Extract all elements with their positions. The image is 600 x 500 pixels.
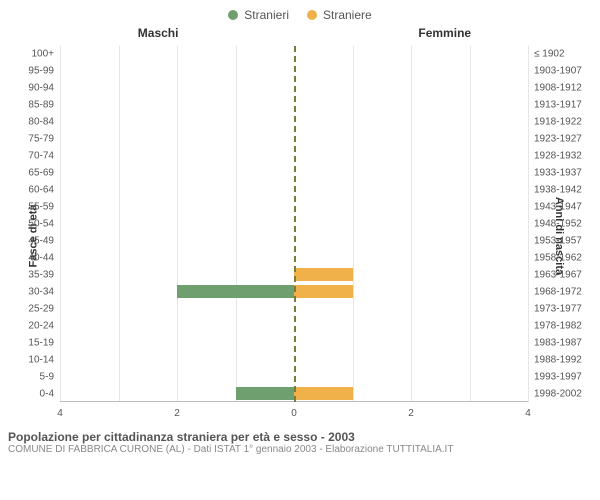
age-label: 5-9 <box>40 371 54 382</box>
age-label: 85-89 <box>28 100 54 111</box>
age-label: 15-19 <box>28 337 54 348</box>
age-label: 55-59 <box>28 202 54 213</box>
birth-year-label: 1923-1927 <box>534 134 582 145</box>
age-label: 0-4 <box>40 388 54 399</box>
gridline <box>528 46 529 402</box>
birth-year-label: 1938-1942 <box>534 185 582 196</box>
age-label: 100+ <box>31 49 54 60</box>
birth-year-label: 1978-1982 <box>534 320 582 331</box>
bar-male <box>236 387 295 400</box>
x-tick-label: 0 <box>291 408 297 419</box>
legend-label-male: Stranieri <box>244 8 289 22</box>
age-label: 65-69 <box>28 168 54 179</box>
legend: Stranieri Straniere <box>0 0 600 26</box>
bar-female <box>294 285 353 298</box>
birth-year-label: 1998-2002 <box>534 388 582 399</box>
legend-item-male: Stranieri <box>228 4 289 26</box>
plot: Fasce di età Anni di nascita 100+≤ 19029… <box>0 46 600 426</box>
section-title-male: Maschi <box>138 26 179 40</box>
birth-year-label: 1963-1967 <box>534 269 582 280</box>
birth-year-label: 1958-1962 <box>534 252 582 263</box>
age-label: 20-24 <box>28 320 54 331</box>
chart-caption: Popolazione per cittadinanza straniera p… <box>0 426 600 455</box>
center-divider-line <box>294 46 296 402</box>
bar-female <box>294 268 353 281</box>
birth-year-label: 1983-1987 <box>534 337 582 348</box>
x-tick-label: 4 <box>57 408 63 419</box>
birth-year-label: 1918-1922 <box>534 117 582 128</box>
birth-year-label: 1908-1912 <box>534 83 582 94</box>
birth-year-label: ≤ 1902 <box>534 49 565 60</box>
legend-label-female: Straniere <box>323 8 372 22</box>
bar-male <box>177 285 294 298</box>
x-tick-label: 2 <box>174 408 180 419</box>
birth-year-label: 1903-1907 <box>534 66 582 77</box>
birth-year-label: 1973-1977 <box>534 303 582 314</box>
age-label: 60-64 <box>28 185 54 196</box>
x-axis-ticks: 4 2 0 2 4 <box>60 406 528 426</box>
birth-year-label: 1928-1932 <box>534 151 582 162</box>
section-title-female: Femmine <box>418 26 471 40</box>
bar-female <box>294 387 353 400</box>
plot-area: 100+≤ 190295-991903-190790-941908-191285… <box>60 46 528 402</box>
x-tick-label: 2 <box>408 408 414 419</box>
age-label: 40-44 <box>28 252 54 263</box>
caption-main: Popolazione per cittadinanza straniera p… <box>8 430 592 444</box>
birth-year-label: 1943-1947 <box>534 202 582 213</box>
caption-sub: COMUNE DI FABBRICA CURONE (AL) - Dati IS… <box>8 444 592 455</box>
age-label: 30-34 <box>28 286 54 297</box>
population-pyramid-chart: Stranieri Straniere Maschi Femmine Fasce… <box>0 0 600 500</box>
birth-year-label: 1913-1917 <box>534 100 582 111</box>
birth-year-label: 1993-1997 <box>534 371 582 382</box>
age-label: 35-39 <box>28 269 54 280</box>
age-label: 25-29 <box>28 303 54 314</box>
age-label: 95-99 <box>28 66 54 77</box>
age-label: 80-84 <box>28 117 54 128</box>
birth-year-label: 1968-1972 <box>534 286 582 297</box>
section-titles: Maschi Femmine <box>0 26 600 44</box>
legend-swatch-male <box>228 10 238 20</box>
age-label: 70-74 <box>28 151 54 162</box>
age-label: 45-49 <box>28 235 54 246</box>
birth-year-label: 1988-1992 <box>534 354 582 365</box>
age-label: 50-54 <box>28 218 54 229</box>
birth-year-label: 1948-1952 <box>534 218 582 229</box>
legend-item-female: Straniere <box>307 4 372 26</box>
age-label: 90-94 <box>28 83 54 94</box>
x-tick-label: 4 <box>525 408 531 419</box>
birth-year-label: 1953-1957 <box>534 235 582 246</box>
age-label: 10-14 <box>28 354 54 365</box>
birth-year-label: 1933-1937 <box>534 168 582 179</box>
age-label: 75-79 <box>28 134 54 145</box>
legend-swatch-female <box>307 10 317 20</box>
